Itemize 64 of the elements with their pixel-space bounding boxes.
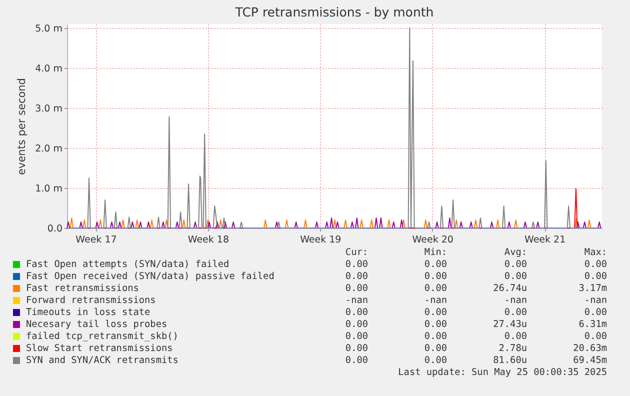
text: Max: [584,247,607,259]
text: 0.00 [504,331,527,343]
x-tick-label: Week 18 [188,234,229,246]
x-tick-label: Week 17 [76,234,117,246]
text: 3.17m [578,283,607,295]
text: 0.00 [424,307,447,319]
line-series [66,28,602,228]
text: 20.63m [573,343,607,355]
text: 27.43u [493,319,527,331]
y-tick-label: 0.0 [47,224,62,234]
legend-label: Necesary tail loss probes [26,319,168,331]
y-tick-label: 1.0 m [35,184,62,194]
text: Avg: [504,247,527,259]
text: 0.00 [584,259,607,271]
text: Min: [424,247,447,259]
text: 0.00 [424,331,447,343]
text: 0.00 [424,355,447,367]
text: 0.00 [345,331,368,343]
text: 0.00 [504,271,527,283]
text: 0.00 [424,283,447,295]
text: 26.74u [493,283,527,295]
x-tick-label: Week 20 [412,234,454,246]
legend-label: Fast Open received (SYN/data) passive failed [26,271,274,283]
text: 0.00 [345,307,368,319]
text: 0.00 [504,307,527,319]
text: 0.00 [424,319,447,331]
text: -nan [424,295,447,307]
y-tick-label: 4.0 m [35,64,62,74]
text: 6.31m [578,319,607,331]
text: 0.00 [584,307,607,319]
text: 0.00 [345,283,368,295]
text: Cur: [345,247,368,259]
text: 0.00 [345,271,368,283]
legend-label: Fast retransmissions [26,283,139,295]
text: 0.00 [345,355,368,367]
text: 0.00 [424,259,447,271]
y-axis-title: events per second [16,78,28,175]
y-tick-label: 2.0 m [35,144,62,154]
y-tick-label: 3.0 m [35,104,62,114]
legend-label: Fast Open attempts (SYN/data) failed [26,259,230,271]
text: 0.00 [345,319,368,331]
legend-label: failed tcp_retransmit_skb() [26,331,178,343]
text: 0.00 [504,259,527,271]
legend-label: Forward retransmissions [26,295,156,307]
text: 0.00 [345,259,368,271]
x-tick-label: Week 19 [300,234,342,246]
y-tick-label: 5.0 m [35,24,62,34]
legend-label: SYN and SYN/ACK retransmits [26,355,178,367]
text: -nan [584,295,607,307]
legend-label: Timeouts in loss state [26,307,150,319]
text: 0.00 [424,343,447,355]
legend-label: Slow Start retransmissions [26,343,173,355]
text: -nan [504,295,527,307]
text: 2.78u [498,343,527,355]
text: 81.60u [493,355,527,367]
x-tick-label: Week 21 [524,234,566,246]
text: 0.00 [584,331,607,343]
text: Last update: Sun May 25 00:00:35 2025 [398,367,607,379]
text: -nan [345,295,368,307]
chart-title: TCP retransmissions - by month [234,4,434,20]
text: 0.00 [424,271,447,283]
text: 0.00 [345,343,368,355]
text: 0.00 [584,271,607,283]
text: 69.45m [573,355,607,367]
